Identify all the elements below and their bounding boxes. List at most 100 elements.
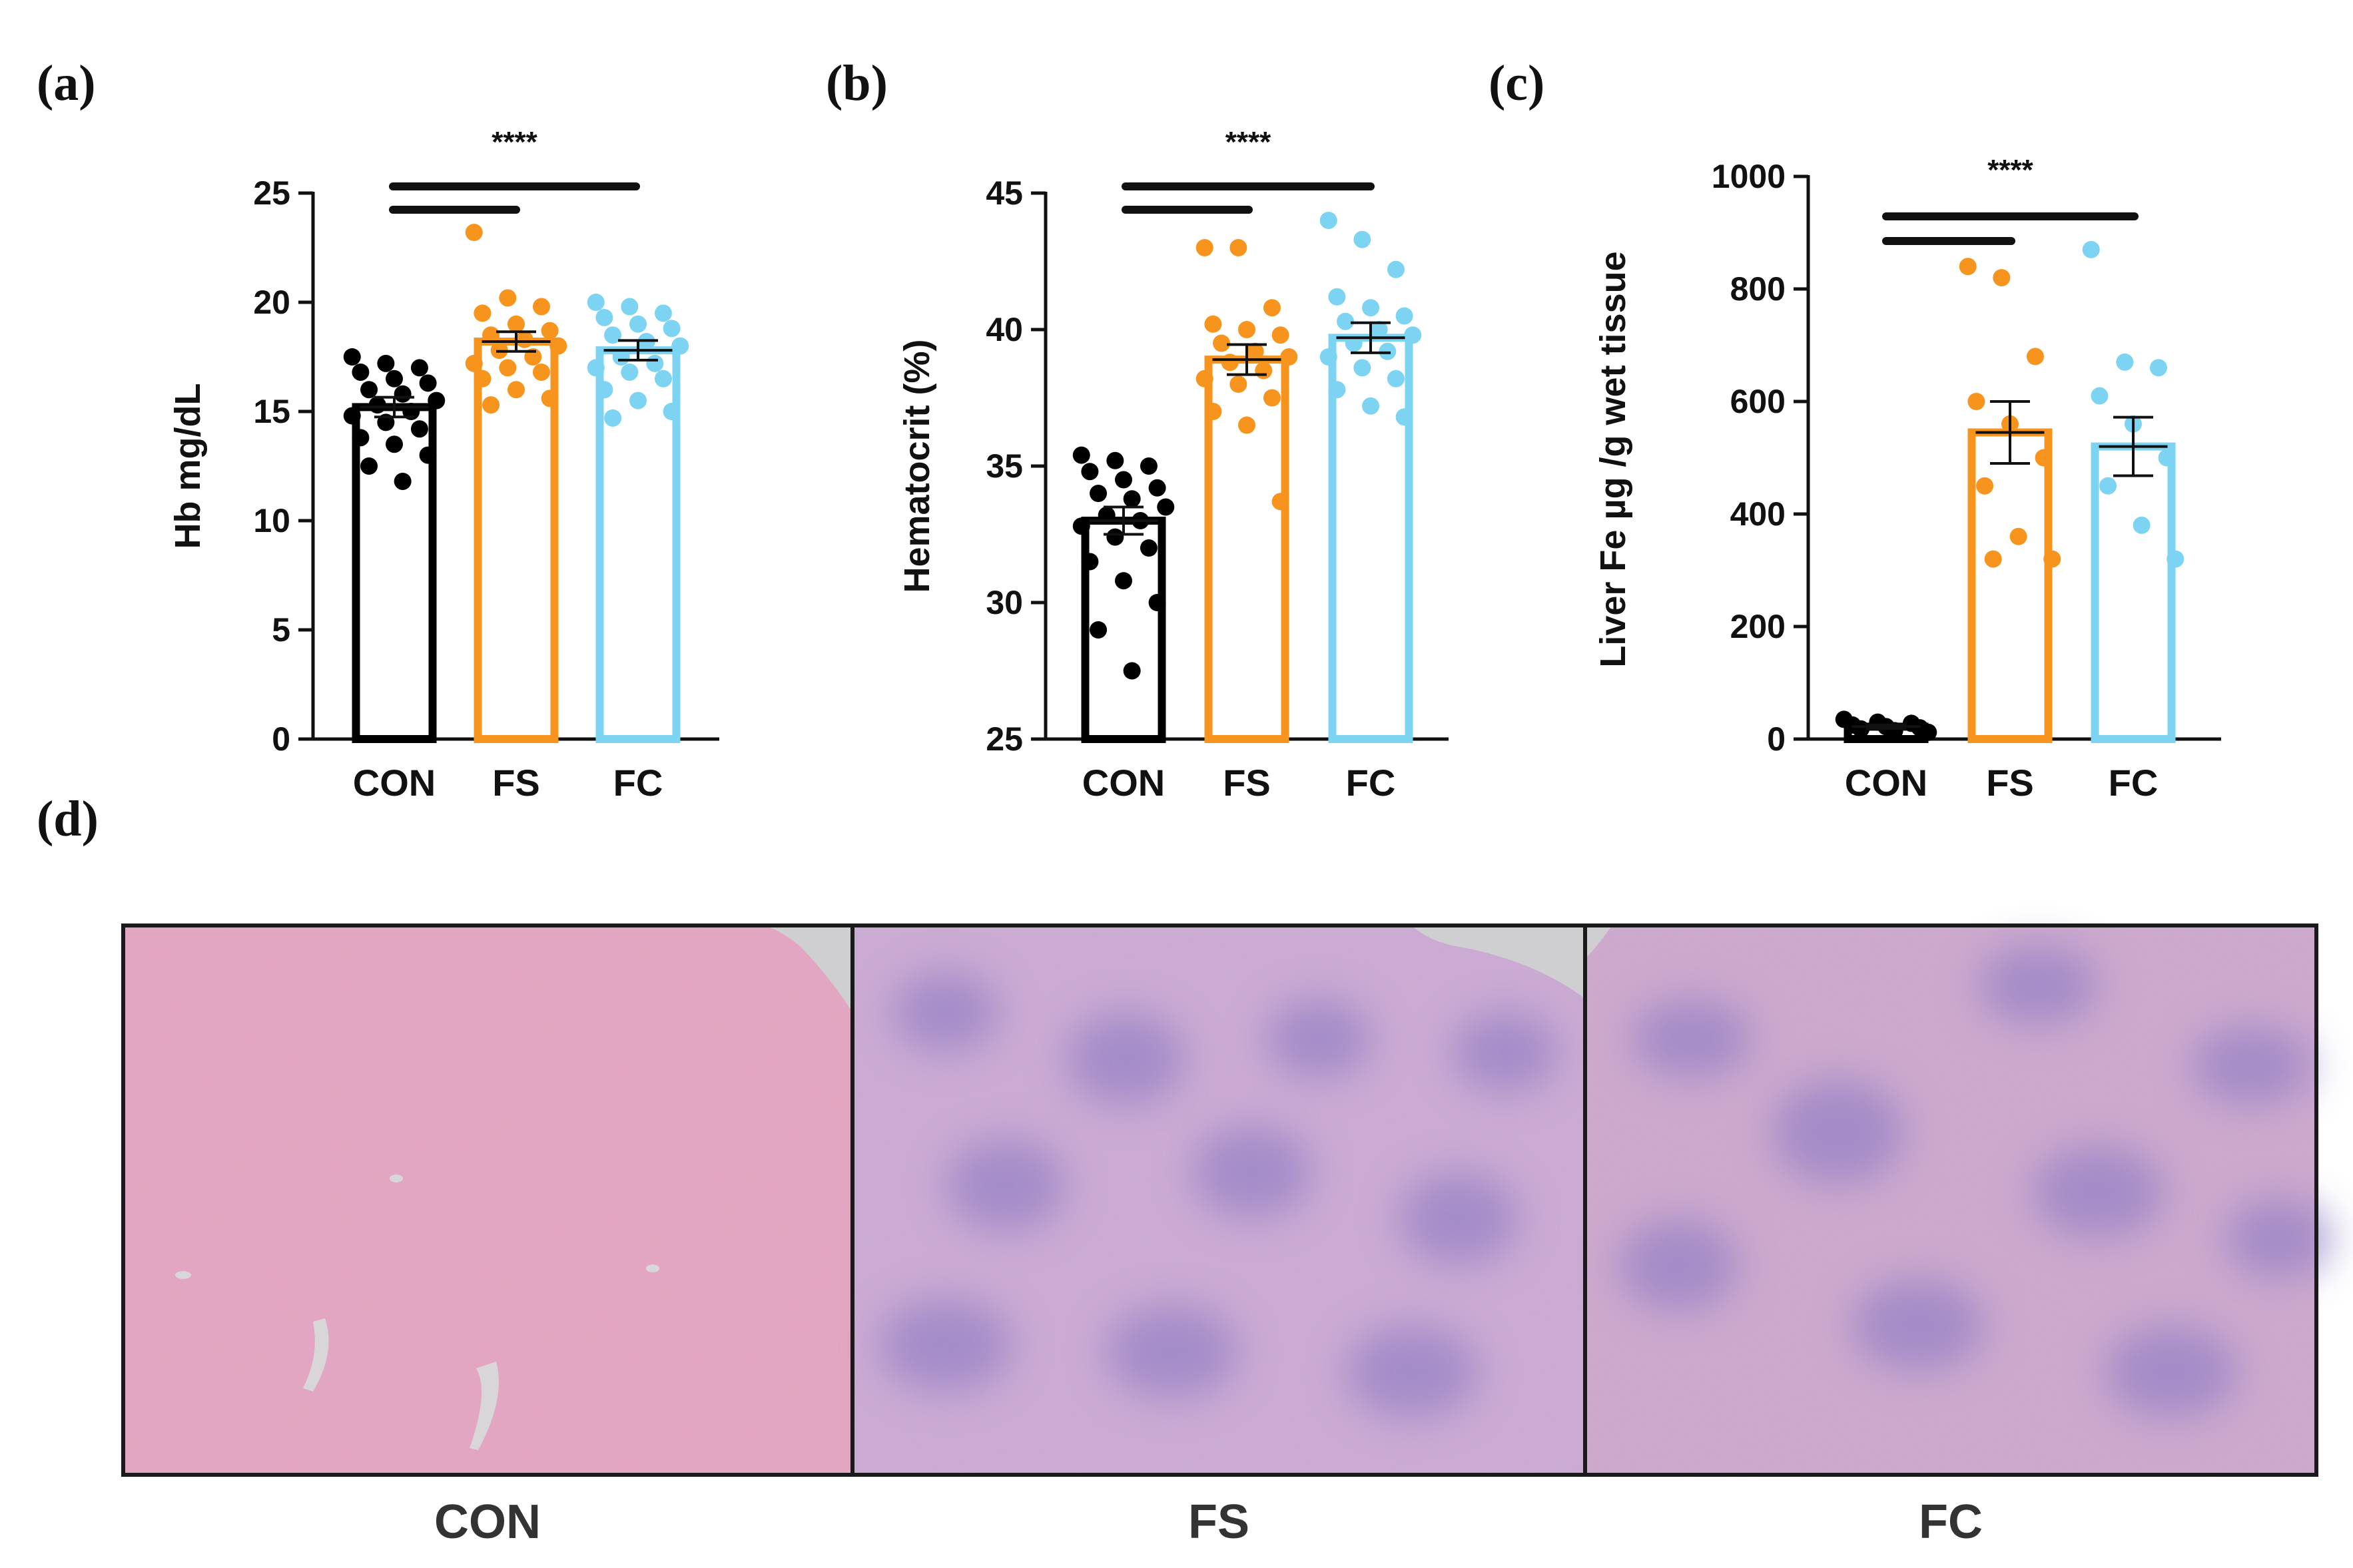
bar-con [1081,517,1166,743]
data-point-con [419,374,437,392]
data-point-con [1106,528,1124,546]
histology-frame-fc [1583,923,2318,1477]
panel-label-a: (a) [37,55,96,111]
histology-image-con [123,925,852,1475]
x-category-label: FS [492,762,540,804]
data-point-fs [482,396,500,414]
data-point-con [386,370,403,388]
data-point-con [419,446,437,464]
chart-hb: 0 5 10 15 20 25 CON FS FC **** Hb mg/dL [168,126,719,804]
data-point-fs [1271,326,1289,344]
y-tick-label: 1000 [1712,158,1786,195]
data-point-fs [1959,258,1977,276]
data-point-con [410,359,428,377]
data-point-fc [2167,550,2185,568]
data-point-fs [474,370,492,388]
data-point-con [1148,479,1166,497]
data-point-con [1081,553,1099,571]
data-point-fc [629,315,647,333]
data-point-fc [2116,353,2134,371]
data-point-fs [474,304,492,322]
data-point-fc [604,409,622,427]
data-point-fc [1319,348,1337,366]
data-point-fs [541,390,559,407]
data-point-fs [1271,493,1289,511]
data-point-con [360,457,378,475]
data-point-con [386,435,403,453]
data-point-fc [1379,342,1397,360]
data-point-fs [507,315,525,333]
x-category-label: CON [353,762,436,804]
data-point-fc [587,359,605,377]
data-point-fs [549,337,567,355]
data-point-fs [1263,389,1281,407]
x-category-label: CON [1082,762,1165,804]
data-point-fc [2082,240,2100,258]
data-point-fs [499,359,517,377]
data-point-fc [1337,312,1355,330]
data-point-fs [2026,348,2044,366]
data-point-con [1123,490,1141,508]
y-tick-label: 0 [272,720,290,758]
data-point-con [394,472,412,490]
data-point-con [352,429,370,447]
significance-stars: **** [1987,154,2033,186]
y-tick-label: 15 [253,393,290,430]
data-point-fs [1255,362,1273,380]
chart-liver-fe: 0 200 400 600 800 1000 CON FS FC **** Liver Fe µg … [1593,154,2221,804]
y-tick-label: 600 [1730,383,1786,420]
data-point-fs [532,363,550,381]
x-category-label: FC [613,762,663,804]
panel-label-c: (c) [1489,55,1544,111]
data-point-fc [587,294,605,311]
data-point-fs [2043,550,2061,568]
data-point-fs [1238,416,1255,434]
data-point-fs [1204,315,1222,333]
data-point-fs [515,330,533,348]
data-point-fc [1395,408,1413,426]
histology-caption-con: CON [434,1495,541,1549]
data-point-fc [671,337,689,355]
data-point-fs [1195,239,1213,256]
x-category-label: FS [1223,762,1271,804]
data-point-fc [1362,299,1379,317]
data-point-fs [1984,550,2002,568]
data-point-fc [1328,381,1346,399]
y-tick-label: 800 [1730,270,1786,308]
y-tick-label: 30 [986,584,1023,621]
data-point-fs [1229,239,1247,256]
y-tick-label: 20 [253,284,290,321]
data-point-fc [2149,359,2167,377]
y-axis-label: Hematocrit (%) [897,339,937,593]
data-point-con [1090,621,1108,639]
data-point-fs [465,354,483,372]
data-point-fc [663,320,681,338]
data-point-fs [2009,527,2027,545]
data-point-fc [2133,516,2151,534]
data-point-fc [663,403,681,420]
y-tick-label: 200 [1730,608,1786,645]
data-point-fs [1967,393,1985,410]
data-point-con [1140,457,1158,475]
data-point-fs [1263,299,1281,317]
data-point-fc [1387,260,1405,278]
data-point-fc [595,381,613,399]
data-point-fs [2035,449,2053,467]
data-point-con [394,385,412,403]
data-point-fs [482,326,500,344]
data-point-con [1072,446,1090,464]
data-point-fc [1353,230,1371,248]
data-point-fc [621,363,639,381]
x-category-label: FC [2109,762,2159,804]
data-point-fc [1404,326,1422,344]
y-tick-label: 45 [986,174,1023,212]
y-tick-label: 35 [986,447,1023,485]
data-point-fs [1238,321,1255,338]
chart-hematocrit: 25 30 35 40 45 CON FS FC **** Hematocrit (%) [897,126,1449,804]
data-point-fs [532,298,550,316]
data-point-con [410,420,428,438]
data-point-fs [499,289,517,307]
data-point-fs [1976,477,1994,495]
data-point-fs [541,322,559,340]
